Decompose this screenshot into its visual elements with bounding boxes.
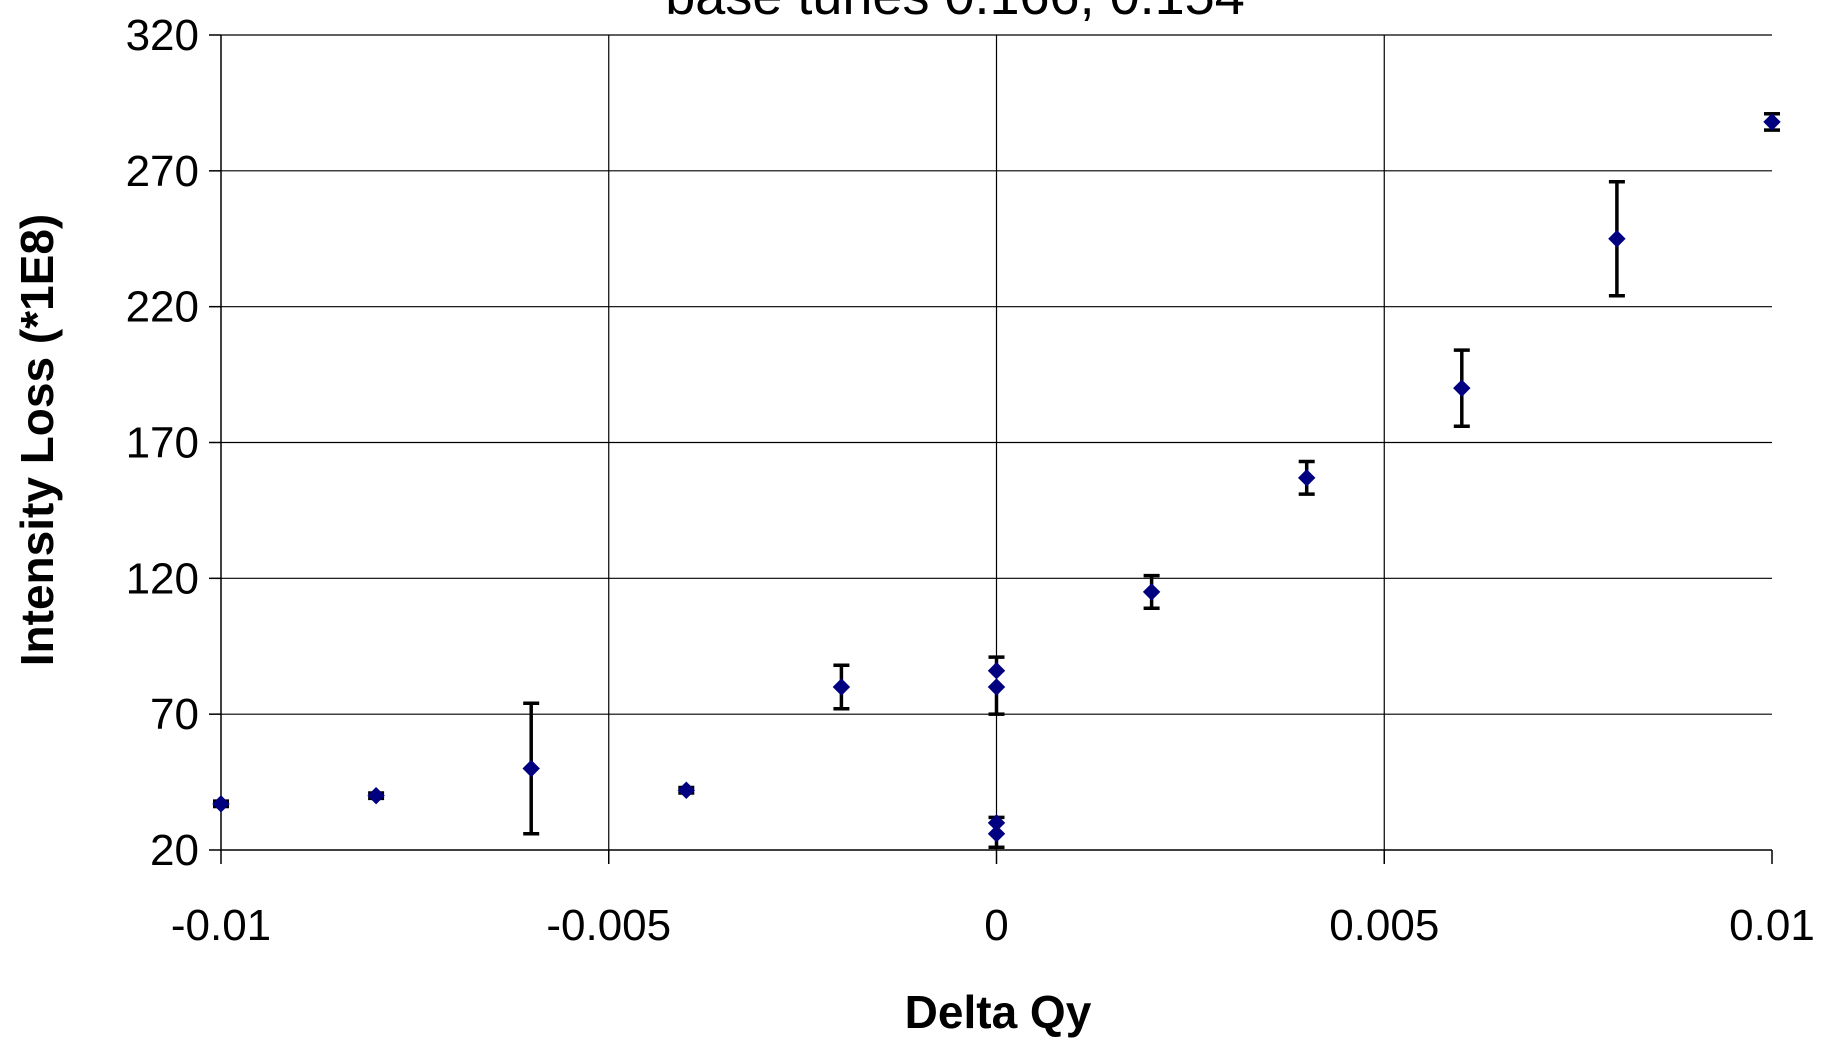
chart-title: base tunes 0.166, 0.154 [665,0,1244,26]
data-point [522,759,540,778]
data-point [987,824,1006,843]
y-tick-label: 120 [126,554,199,603]
y-tick-label: 320 [126,11,199,60]
y-tick-label: 70 [150,690,199,739]
y-axis-label: Intensity Loss (*1E8) [11,214,63,666]
y-tick-label: 220 [126,283,199,332]
x-tick-label: 0 [984,901,1008,950]
data-point [1763,113,1781,131]
x-tick-label: 0.01 [1729,901,1815,950]
data-points [212,113,1781,843]
data-point [1608,230,1626,248]
x-axis-label: Delta Qy [905,986,1092,1038]
data-point [677,781,696,799]
data-point [1142,583,1161,601]
x-tick-label: -0.005 [546,901,671,950]
x-tick-label: 0.005 [1329,901,1439,950]
x-tick-label: -0.01 [171,901,271,950]
data-point [1453,379,1471,397]
data-point [832,678,851,696]
data-point [1297,469,1316,487]
axes [209,34,1773,864]
data-point [987,678,1006,696]
data-point [212,795,230,813]
data-point [367,786,385,805]
y-tick-label: 20 [150,826,199,875]
gridlines [221,34,1772,850]
tick-labels: 20 70 120 170 220 270 320 -0.01 -0.005 0 0.005 0.01 [126,11,1815,950]
y-tick-label: 170 [126,419,199,468]
y-tick-label: 270 [126,147,199,196]
